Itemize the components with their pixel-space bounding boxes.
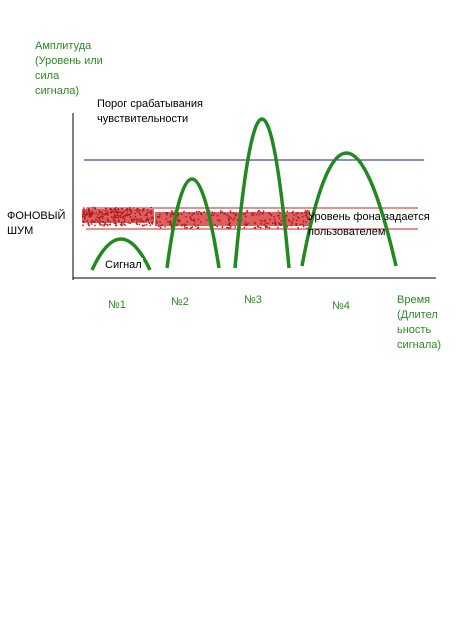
pulse-label-4: №4 [332, 300, 350, 312]
signal-label: Сигнал [105, 259, 142, 271]
threshold-label: Порог срабатывания чувствительности [97, 98, 203, 125]
pulse-label-3: №3 [244, 294, 262, 306]
background-level-label: Уровень фона задается пользователем [308, 211, 430, 238]
pulse-4 [300, 151, 398, 267]
noise-label: ФОНОВЫЙ ШУМ [7, 210, 66, 237]
pulse-label-1: №1 [108, 299, 126, 311]
y-axis-label: Амплитуда (Уровень или сила сигнала) [35, 40, 103, 97]
pulse-1 [90, 237, 152, 271]
pulse-3 [233, 117, 291, 269]
pulse-label-2: №2 [171, 296, 189, 308]
time-axis-label: Время (Длител ьность сигнала) [397, 294, 442, 351]
noise-band [82, 207, 418, 230]
signal-label-bg [101, 258, 143, 272]
pulse-2 [165, 177, 221, 269]
